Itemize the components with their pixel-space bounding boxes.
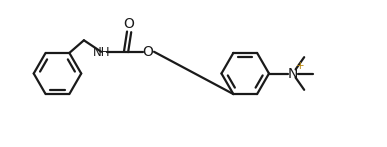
Text: +: + <box>296 61 305 71</box>
Text: NH: NH <box>93 46 111 59</box>
Text: N: N <box>288 66 298 81</box>
Text: O: O <box>124 17 135 31</box>
Text: O: O <box>142 45 153 59</box>
